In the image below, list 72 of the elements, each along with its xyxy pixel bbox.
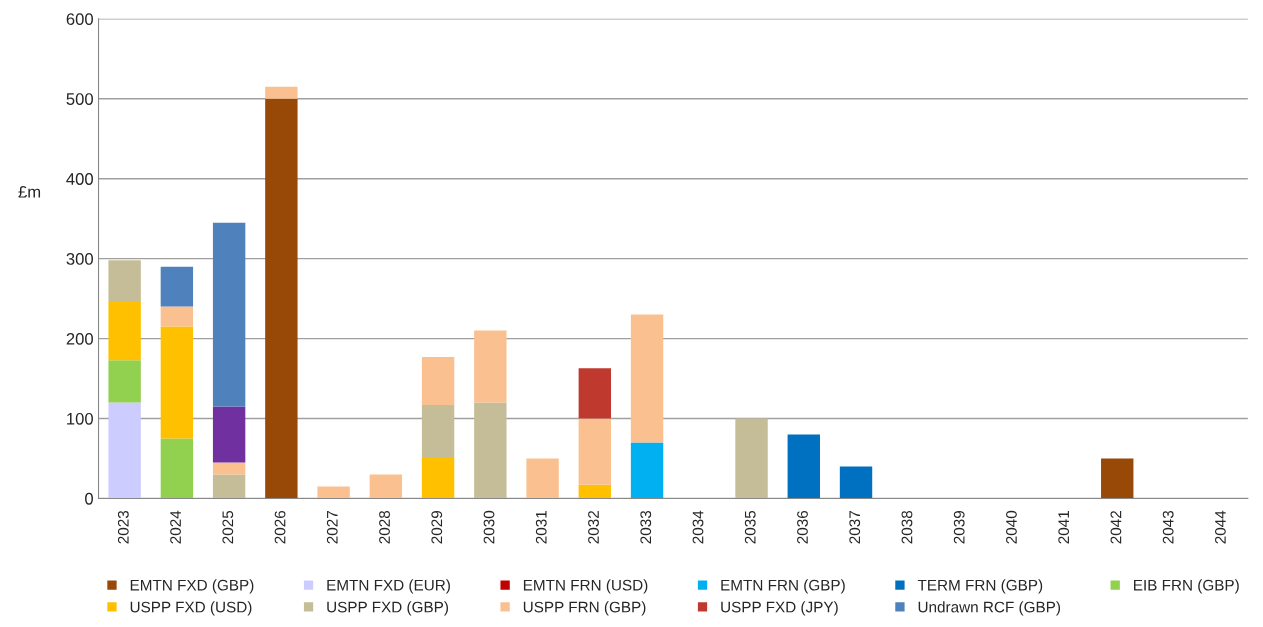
bar (630, 314, 664, 443)
x-tick-label: 2042 (1110, 511, 1122, 544)
bar (108, 301, 141, 361)
bar (212, 474, 246, 499)
bar (317, 486, 350, 499)
y-tick-label: 0 (85, 492, 93, 505)
legend-label: USPP FXD (JPY) (721, 601, 838, 616)
legend-label: USPP FXD (USD) (130, 601, 252, 616)
bar (526, 458, 559, 499)
bar (630, 442, 664, 499)
bar (1101, 458, 1134, 499)
bar (839, 466, 873, 499)
bar (265, 86, 298, 99)
x-tick-label: 2032 (588, 511, 599, 544)
y-tick-label: 600 (66, 13, 93, 26)
y-tick-label: 200 (66, 332, 93, 345)
bar (160, 438, 194, 499)
bar (108, 360, 141, 403)
x-tick-label: 2035 (744, 510, 756, 544)
bar (474, 330, 507, 403)
x-tick-label: 2030 (483, 510, 495, 544)
y-tick-label: 500 (66, 93, 93, 105)
bar (160, 326, 194, 439)
bar (108, 402, 141, 499)
x-tick-label: 2041 (1058, 511, 1070, 544)
y-tick-label: 300 (66, 253, 93, 265)
x-tick-label: 2044 (1215, 510, 1226, 544)
x-tick-label: 2028 (379, 510, 390, 544)
y-tick-label: 400 (66, 173, 93, 185)
legend-label: Undrawn RCF (GBP) (918, 601, 1061, 616)
bar (212, 462, 246, 475)
y-tick-label: 100 (67, 412, 93, 425)
x-tick-label: 2026 (274, 510, 286, 544)
x-tick-label: 2039 (953, 510, 965, 544)
legend-label: TERM FRN (GBP) (917, 579, 1043, 594)
x-tick-label: 2040 (1006, 510, 1017, 544)
legend-label: EMTN FRN (USD) (523, 579, 648, 594)
x-tick-label: 2025 (222, 510, 234, 544)
x-tick-label: 2034 (692, 510, 704, 544)
bar (421, 456, 455, 499)
bar (212, 406, 246, 463)
bar (735, 418, 768, 499)
x-tick-label: 2031 (535, 511, 547, 544)
x-tick-label: 2037 (849, 511, 861, 544)
legend-label: EMTN FXD (GBP) (130, 579, 254, 594)
legend-label: EMTN FXD (EUR) (327, 579, 450, 594)
bar (160, 306, 194, 327)
bar (212, 222, 246, 407)
bar (160, 266, 194, 307)
bar (108, 260, 141, 302)
x-tick-label: 2029 (431, 510, 443, 544)
legend-label: USPP FXD (GBP) (327, 601, 448, 616)
bar (421, 356, 455, 405)
bar (578, 418, 612, 485)
bar (578, 368, 612, 419)
bar (474, 402, 507, 499)
bar (265, 98, 298, 499)
x-tick-label: 2024 (170, 510, 181, 544)
bar (787, 434, 820, 499)
legend-label: USPP FRN (GBP) (523, 601, 646, 616)
x-tick-label: 2033 (640, 510, 652, 544)
x-tick-label: 2036 (797, 510, 808, 544)
legend-label: EMTN FRN (GBP) (721, 579, 845, 594)
legend-label: EIB FRN (GBP) (1134, 579, 1239, 594)
x-tick-label: 2038 (901, 510, 913, 544)
bar (369, 474, 403, 499)
bar (578, 484, 612, 499)
x-tick-label: 2027 (326, 511, 338, 544)
x-tick-label: 2043 (1162, 510, 1174, 544)
bar (421, 404, 455, 457)
y-axis-title: £m (18, 185, 41, 198)
x-tick-label: 2023 (117, 510, 129, 544)
